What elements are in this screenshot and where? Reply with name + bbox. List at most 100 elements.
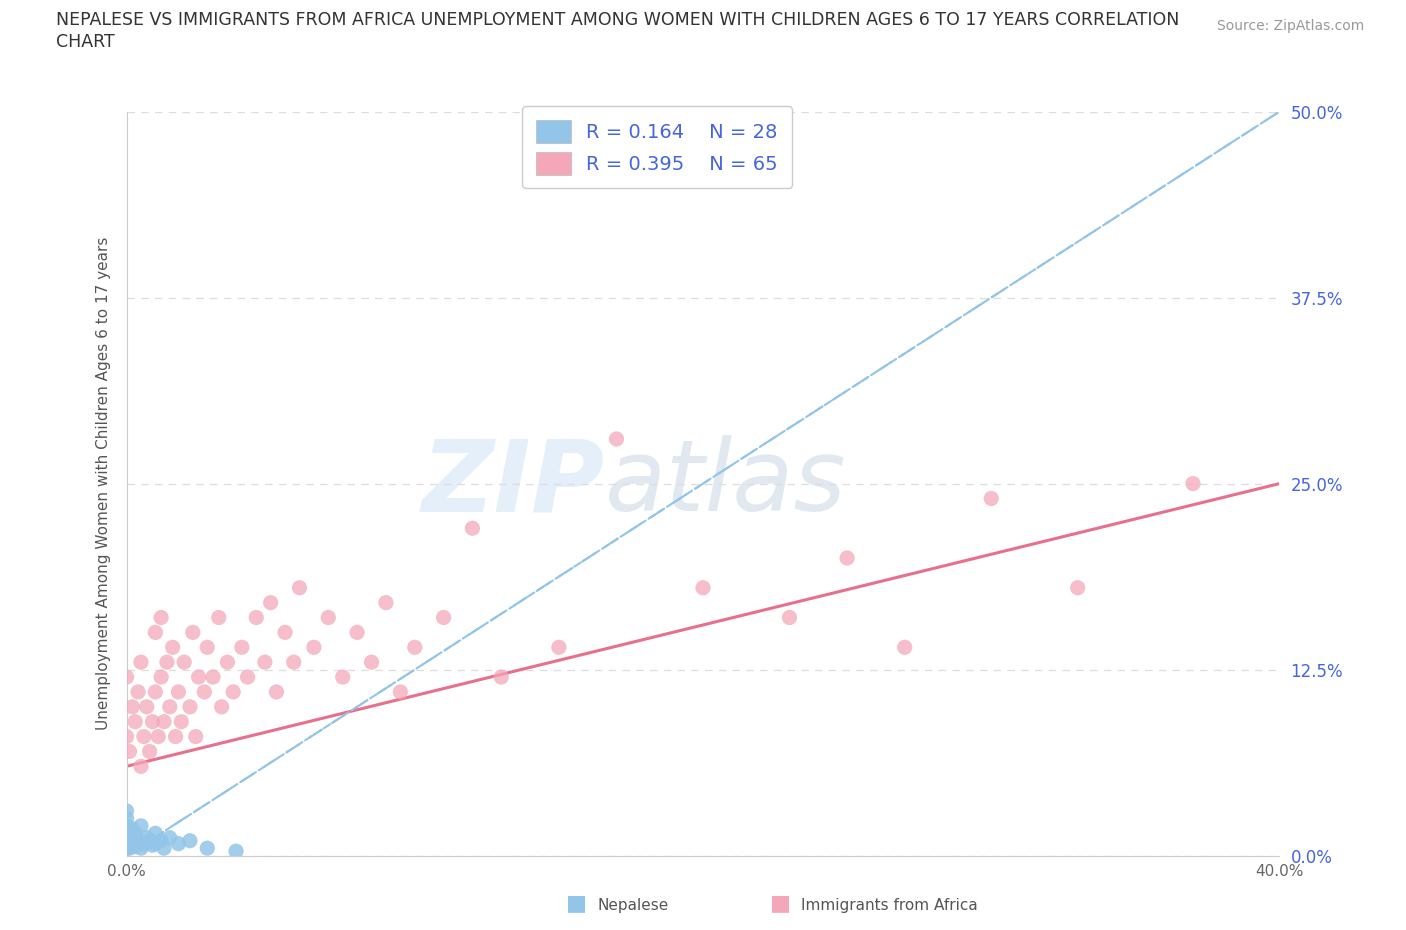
Point	[266, 684, 288, 699]
Point	[181, 625, 204, 640]
Point	[150, 610, 173, 625]
Point	[132, 836, 155, 851]
Point	[217, 655, 239, 670]
Point	[115, 804, 138, 818]
Legend: R = 0.164    N = 28, R = 0.395    N = 65: R = 0.164 N = 28, R = 0.395 N = 65	[522, 106, 792, 188]
Point	[115, 818, 138, 833]
Point	[461, 521, 484, 536]
Point	[283, 655, 305, 670]
Point	[184, 729, 207, 744]
Point	[129, 818, 152, 833]
Point	[288, 580, 311, 595]
Point	[779, 610, 801, 625]
Point	[138, 744, 160, 759]
Point	[141, 838, 163, 853]
Point	[187, 670, 209, 684]
Point	[115, 833, 138, 848]
Point	[231, 640, 253, 655]
Point	[115, 826, 138, 841]
Text: Immigrants from Africa: Immigrants from Africa	[801, 898, 979, 913]
Text: NEPALESE VS IMMIGRANTS FROM AFRICA UNEMPLOYMENT AMONG WOMEN WITH CHILDREN AGES 6: NEPALESE VS IMMIGRANTS FROM AFRICA UNEMP…	[56, 11, 1180, 29]
Text: ■: ■	[567, 893, 586, 913]
Point	[165, 729, 187, 744]
Point	[360, 655, 382, 670]
Point	[179, 833, 201, 848]
Point	[259, 595, 281, 610]
Point	[193, 684, 215, 699]
Point	[404, 640, 426, 655]
Point	[145, 625, 166, 640]
Point	[115, 670, 138, 684]
Point	[1181, 476, 1204, 491]
Point	[115, 841, 138, 856]
Point	[129, 841, 152, 856]
Point	[150, 670, 173, 684]
Point	[153, 714, 176, 729]
Point	[141, 714, 163, 729]
Point	[124, 826, 146, 841]
Point	[153, 841, 176, 856]
Point	[115, 729, 138, 744]
Point	[138, 833, 160, 848]
Point	[222, 684, 245, 699]
Point	[162, 640, 184, 655]
Point	[173, 655, 195, 670]
Point	[389, 684, 412, 699]
Point	[433, 610, 456, 625]
Point	[124, 839, 146, 854]
Text: atlas: atlas	[605, 435, 846, 532]
Point	[145, 684, 166, 699]
Point	[548, 640, 571, 655]
Y-axis label: Unemployment Among Women with Children Ages 6 to 17 years: Unemployment Among Women with Children A…	[96, 237, 111, 730]
Point	[135, 699, 157, 714]
Text: CHART: CHART	[56, 33, 115, 51]
Point	[302, 640, 325, 655]
Point	[127, 833, 149, 848]
Point	[274, 625, 297, 640]
Point	[332, 670, 354, 684]
Point	[167, 684, 190, 699]
Point	[346, 625, 368, 640]
Text: ZIP: ZIP	[422, 435, 605, 532]
Point	[135, 830, 157, 845]
Text: Source: ZipAtlas.com: Source: ZipAtlas.com	[1216, 19, 1364, 33]
Point	[118, 830, 141, 845]
Point	[118, 744, 141, 759]
Point	[894, 640, 917, 655]
Point	[606, 432, 628, 446]
Point	[195, 841, 218, 856]
Point	[374, 595, 398, 610]
Point	[150, 833, 173, 848]
Text: ■: ■	[770, 893, 790, 913]
Point	[835, 551, 858, 565]
Point	[159, 699, 181, 714]
Point	[127, 684, 149, 699]
Point	[253, 655, 276, 670]
Point	[129, 759, 152, 774]
Text: Nepalese: Nepalese	[598, 898, 669, 913]
Point	[225, 844, 247, 858]
Point	[129, 655, 152, 670]
Point	[115, 811, 138, 826]
Point	[167, 836, 190, 851]
Point	[156, 655, 179, 670]
Point	[170, 714, 193, 729]
Point	[491, 670, 513, 684]
Point	[121, 836, 143, 851]
Point	[692, 580, 714, 595]
Point	[179, 699, 201, 714]
Point	[118, 841, 141, 856]
Point	[148, 729, 170, 744]
Point	[121, 699, 143, 714]
Point	[211, 699, 233, 714]
Point	[980, 491, 1002, 506]
Point	[208, 610, 231, 625]
Point	[318, 610, 340, 625]
Point	[1067, 580, 1090, 595]
Point	[124, 714, 146, 729]
Point	[121, 821, 143, 836]
Point	[245, 610, 267, 625]
Point	[159, 830, 181, 845]
Point	[195, 640, 218, 655]
Point	[145, 836, 166, 851]
